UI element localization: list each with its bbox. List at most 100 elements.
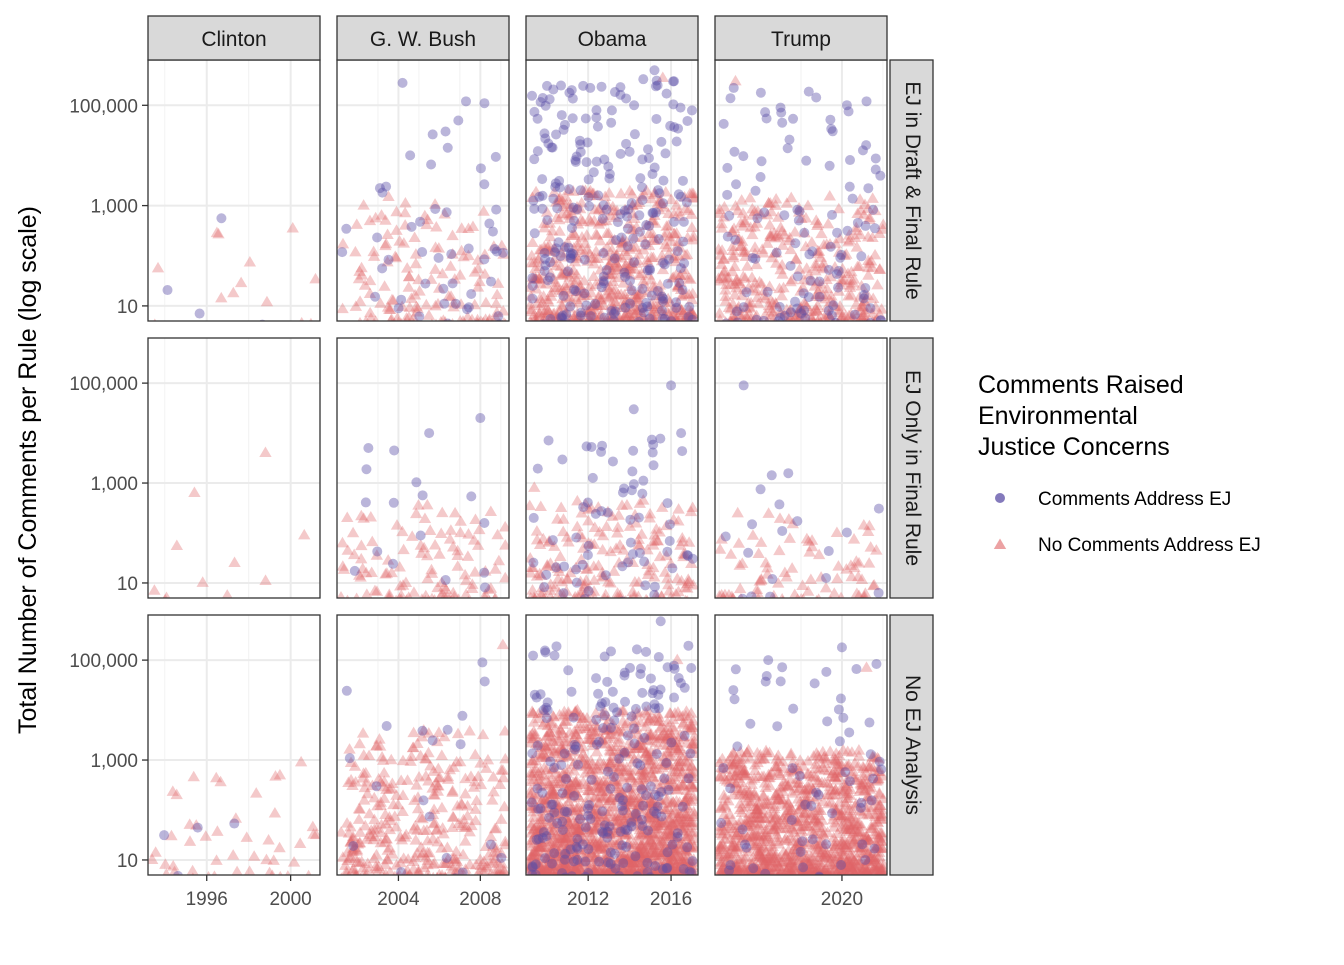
circle-point xyxy=(836,250,846,260)
circle-point xyxy=(665,536,675,546)
circle-point xyxy=(676,428,686,438)
circle-point xyxy=(405,150,415,160)
circle-point xyxy=(634,317,644,327)
circle-point xyxy=(631,704,641,714)
circle-point xyxy=(733,317,743,327)
circle-point xyxy=(792,516,802,526)
circle-point xyxy=(560,855,570,865)
circle-point xyxy=(790,238,800,248)
circle-point xyxy=(569,791,579,801)
circle-point xyxy=(552,203,562,213)
circle-point xyxy=(600,697,610,707)
circle-point xyxy=(545,314,555,324)
circle-point xyxy=(664,255,674,265)
circle-point xyxy=(625,147,635,157)
circle-point xyxy=(663,847,673,857)
panel-r3-c4 xyxy=(712,615,889,883)
panel-r3-c2 xyxy=(335,615,512,886)
circle-point xyxy=(632,644,642,654)
circle-point xyxy=(398,78,408,88)
circle-point xyxy=(571,564,581,574)
circle-point xyxy=(615,793,625,803)
circle-point xyxy=(727,322,737,332)
circle-point xyxy=(658,198,668,208)
circle-point xyxy=(441,127,451,137)
circle-point xyxy=(629,738,639,748)
circle-point xyxy=(654,652,664,662)
circle-point xyxy=(687,856,697,866)
circle-point xyxy=(548,322,558,332)
circle-point xyxy=(815,292,825,302)
circle-point xyxy=(629,257,639,267)
circle-point xyxy=(605,821,615,831)
circle-point xyxy=(649,460,659,470)
circle-point xyxy=(414,311,424,321)
circle-point xyxy=(539,128,549,138)
circle-point xyxy=(599,278,609,288)
circle-point xyxy=(630,129,640,139)
circle-point xyxy=(722,163,732,173)
circle-point xyxy=(827,210,837,220)
circle-point xyxy=(548,194,558,204)
panel-r2-c1 xyxy=(148,338,320,604)
circle-point xyxy=(637,688,647,698)
circle-point xyxy=(630,851,640,861)
circle-point xyxy=(622,783,632,793)
circle-point xyxy=(756,484,766,494)
circle-point xyxy=(619,748,629,758)
circle-point xyxy=(596,506,606,516)
circle-point xyxy=(592,157,602,167)
circle-point xyxy=(662,547,672,557)
circle-point xyxy=(653,802,663,812)
circle-point xyxy=(350,566,360,576)
circle-point xyxy=(491,152,501,162)
circle-point xyxy=(598,248,608,258)
circle-point xyxy=(576,185,586,195)
circle-point xyxy=(667,563,677,573)
circle-point xyxy=(584,192,594,202)
circle-point xyxy=(476,163,486,173)
circle-point xyxy=(480,582,490,592)
circle-point xyxy=(874,588,884,598)
circle-point xyxy=(593,877,603,887)
circle-point xyxy=(564,184,574,194)
panel-background xyxy=(526,338,698,598)
circle-point xyxy=(533,784,543,794)
circle-point xyxy=(568,113,578,123)
circle-point xyxy=(623,731,633,741)
circle-point xyxy=(363,443,373,453)
circle-point xyxy=(739,380,749,390)
circle-point xyxy=(159,830,169,840)
circle-point xyxy=(624,321,634,331)
circle-point xyxy=(496,853,506,863)
circle-point xyxy=(775,302,785,312)
circle-point xyxy=(674,673,684,683)
circle-point xyxy=(647,169,657,179)
circle-point xyxy=(629,404,639,414)
circle-point xyxy=(729,147,739,157)
circle-point xyxy=(612,875,622,885)
circle-point xyxy=(556,760,566,770)
circle-point xyxy=(418,490,428,500)
circle-point xyxy=(684,302,694,312)
circle-point xyxy=(833,283,843,293)
circle-point xyxy=(557,454,567,464)
circle-point xyxy=(730,235,740,245)
circle-point xyxy=(173,871,183,881)
circle-point xyxy=(821,573,831,583)
circle-point xyxy=(539,582,549,592)
circle-point xyxy=(639,733,649,743)
circle-point xyxy=(654,599,664,609)
circle-point xyxy=(572,578,582,588)
circle-point xyxy=(540,645,550,655)
circle-point xyxy=(594,737,604,747)
circle-point xyxy=(811,92,821,102)
circle-point xyxy=(466,321,476,331)
circle-point xyxy=(443,319,453,329)
circle-point xyxy=(874,504,884,514)
circle-point xyxy=(788,114,798,124)
circle-point xyxy=(777,526,787,536)
circle-point xyxy=(668,76,678,86)
circle-point xyxy=(641,790,651,800)
circle-point xyxy=(563,266,573,276)
